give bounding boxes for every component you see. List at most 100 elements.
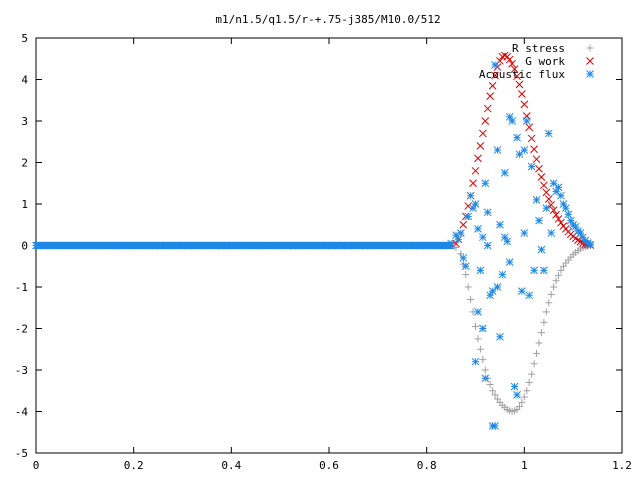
data-point bbox=[496, 332, 504, 341]
data-point bbox=[552, 277, 560, 285]
data-point bbox=[474, 308, 482, 316]
data-point bbox=[461, 262, 470, 271]
data-point bbox=[500, 51, 509, 60]
data-point bbox=[550, 283, 558, 291]
data-point bbox=[542, 308, 550, 316]
marker-stroke-d2 bbox=[483, 104, 492, 113]
data-point bbox=[456, 229, 465, 237]
data-point bbox=[554, 215, 563, 223]
marker-stroke-d2 bbox=[561, 204, 570, 213]
y-tick-label: -1 bbox=[15, 281, 28, 294]
marker-stroke-d2 bbox=[532, 195, 541, 204]
marker-stroke-d2 bbox=[471, 357, 480, 366]
data-point bbox=[547, 200, 556, 209]
marker-stroke-d2 bbox=[552, 210, 560, 219]
y-tick-label: 5 bbox=[21, 32, 28, 45]
data-point bbox=[545, 299, 553, 307]
marker-stroke-d2 bbox=[530, 266, 538, 275]
marker-stroke-d2 bbox=[476, 266, 485, 275]
data-point bbox=[530, 145, 538, 154]
data-point bbox=[528, 370, 536, 378]
marker-stroke-d2 bbox=[483, 241, 492, 250]
marker-stroke-d2 bbox=[540, 181, 548, 190]
data-point bbox=[474, 335, 482, 343]
marker-stroke-d2 bbox=[461, 262, 470, 271]
y-tick-label: -3 bbox=[15, 364, 28, 377]
data-point bbox=[532, 155, 541, 164]
data-point bbox=[498, 270, 507, 279]
marker-stroke-d2 bbox=[471, 166, 480, 175]
data-point bbox=[535, 216, 543, 225]
data-point bbox=[525, 291, 534, 300]
marker-stroke-d2 bbox=[471, 200, 480, 208]
marker-stroke-d2 bbox=[508, 117, 516, 125]
marker-stroke-d2 bbox=[505, 112, 514, 121]
marker-stroke-d2 bbox=[542, 188, 551, 197]
data-point bbox=[476, 345, 484, 353]
marker-stroke-d2 bbox=[518, 90, 526, 98]
data-point bbox=[522, 117, 531, 125]
chart-title: m1/n1.5/q1.5/r-+.75-j385/M10.0/512 bbox=[215, 13, 440, 26]
y-tick-label: -5 bbox=[15, 447, 28, 460]
data-point bbox=[564, 210, 573, 219]
data-point bbox=[518, 90, 526, 98]
marker-stroke-d2 bbox=[537, 245, 546, 254]
data-point bbox=[459, 254, 468, 262]
marker-stroke-d2 bbox=[481, 179, 490, 188]
marker-stroke-d2 bbox=[586, 70, 594, 78]
data-point bbox=[447, 239, 455, 248]
data-point bbox=[505, 258, 514, 266]
data-point bbox=[557, 266, 565, 274]
data-point bbox=[561, 204, 570, 213]
marker-stroke-d2 bbox=[544, 195, 553, 203]
data-point bbox=[520, 229, 529, 237]
data-point bbox=[467, 295, 475, 303]
marker-stroke-d2 bbox=[540, 266, 548, 275]
marker-stroke-d2 bbox=[478, 129, 487, 138]
legend-marker bbox=[586, 70, 594, 78]
data-point bbox=[557, 218, 565, 227]
data-point bbox=[549, 179, 558, 188]
data-point bbox=[496, 220, 504, 229]
marker-stroke-d2 bbox=[474, 225, 482, 233]
data-point bbox=[493, 283, 502, 291]
data-point bbox=[452, 244, 460, 252]
marker-stroke-d2 bbox=[579, 233, 587, 242]
marker-stroke-d2 bbox=[583, 239, 592, 247]
marker-stroke-d2 bbox=[464, 202, 473, 210]
data-point bbox=[483, 241, 492, 250]
marker-stroke-d2 bbox=[564, 210, 573, 219]
legend-marker bbox=[586, 44, 594, 52]
marker-stroke-d2 bbox=[481, 374, 490, 383]
legend-label: R stress bbox=[512, 42, 565, 55]
data-point bbox=[476, 142, 485, 150]
marker-stroke-d2 bbox=[525, 291, 534, 300]
data-point bbox=[486, 381, 494, 389]
marker-stroke-d2 bbox=[566, 216, 575, 225]
data-point bbox=[505, 55, 514, 64]
marker-stroke-d2 bbox=[557, 218, 565, 227]
data-point bbox=[557, 191, 565, 200]
x-tick-label: 1 bbox=[521, 459, 528, 472]
data-point bbox=[520, 100, 529, 109]
marker-stroke-d2 bbox=[513, 133, 521, 142]
data-point bbox=[469, 204, 477, 213]
data-point bbox=[532, 195, 541, 204]
data-point bbox=[469, 179, 477, 188]
data-point bbox=[471, 357, 480, 366]
marker-stroke-d2 bbox=[513, 391, 521, 399]
y-tick-label: 4 bbox=[21, 74, 28, 87]
series-acoustic-flux bbox=[447, 61, 595, 430]
marker-stroke-d2 bbox=[554, 183, 563, 192]
data-point bbox=[462, 271, 470, 279]
data-point bbox=[544, 195, 553, 203]
marker-stroke-d2 bbox=[469, 179, 477, 188]
y-tick-label: -4 bbox=[15, 406, 29, 419]
marker-stroke-d2 bbox=[544, 129, 553, 138]
data-point bbox=[525, 123, 534, 132]
data-point bbox=[508, 59, 516, 68]
data-point bbox=[486, 92, 495, 100]
marker-stroke-d2 bbox=[515, 80, 524, 89]
